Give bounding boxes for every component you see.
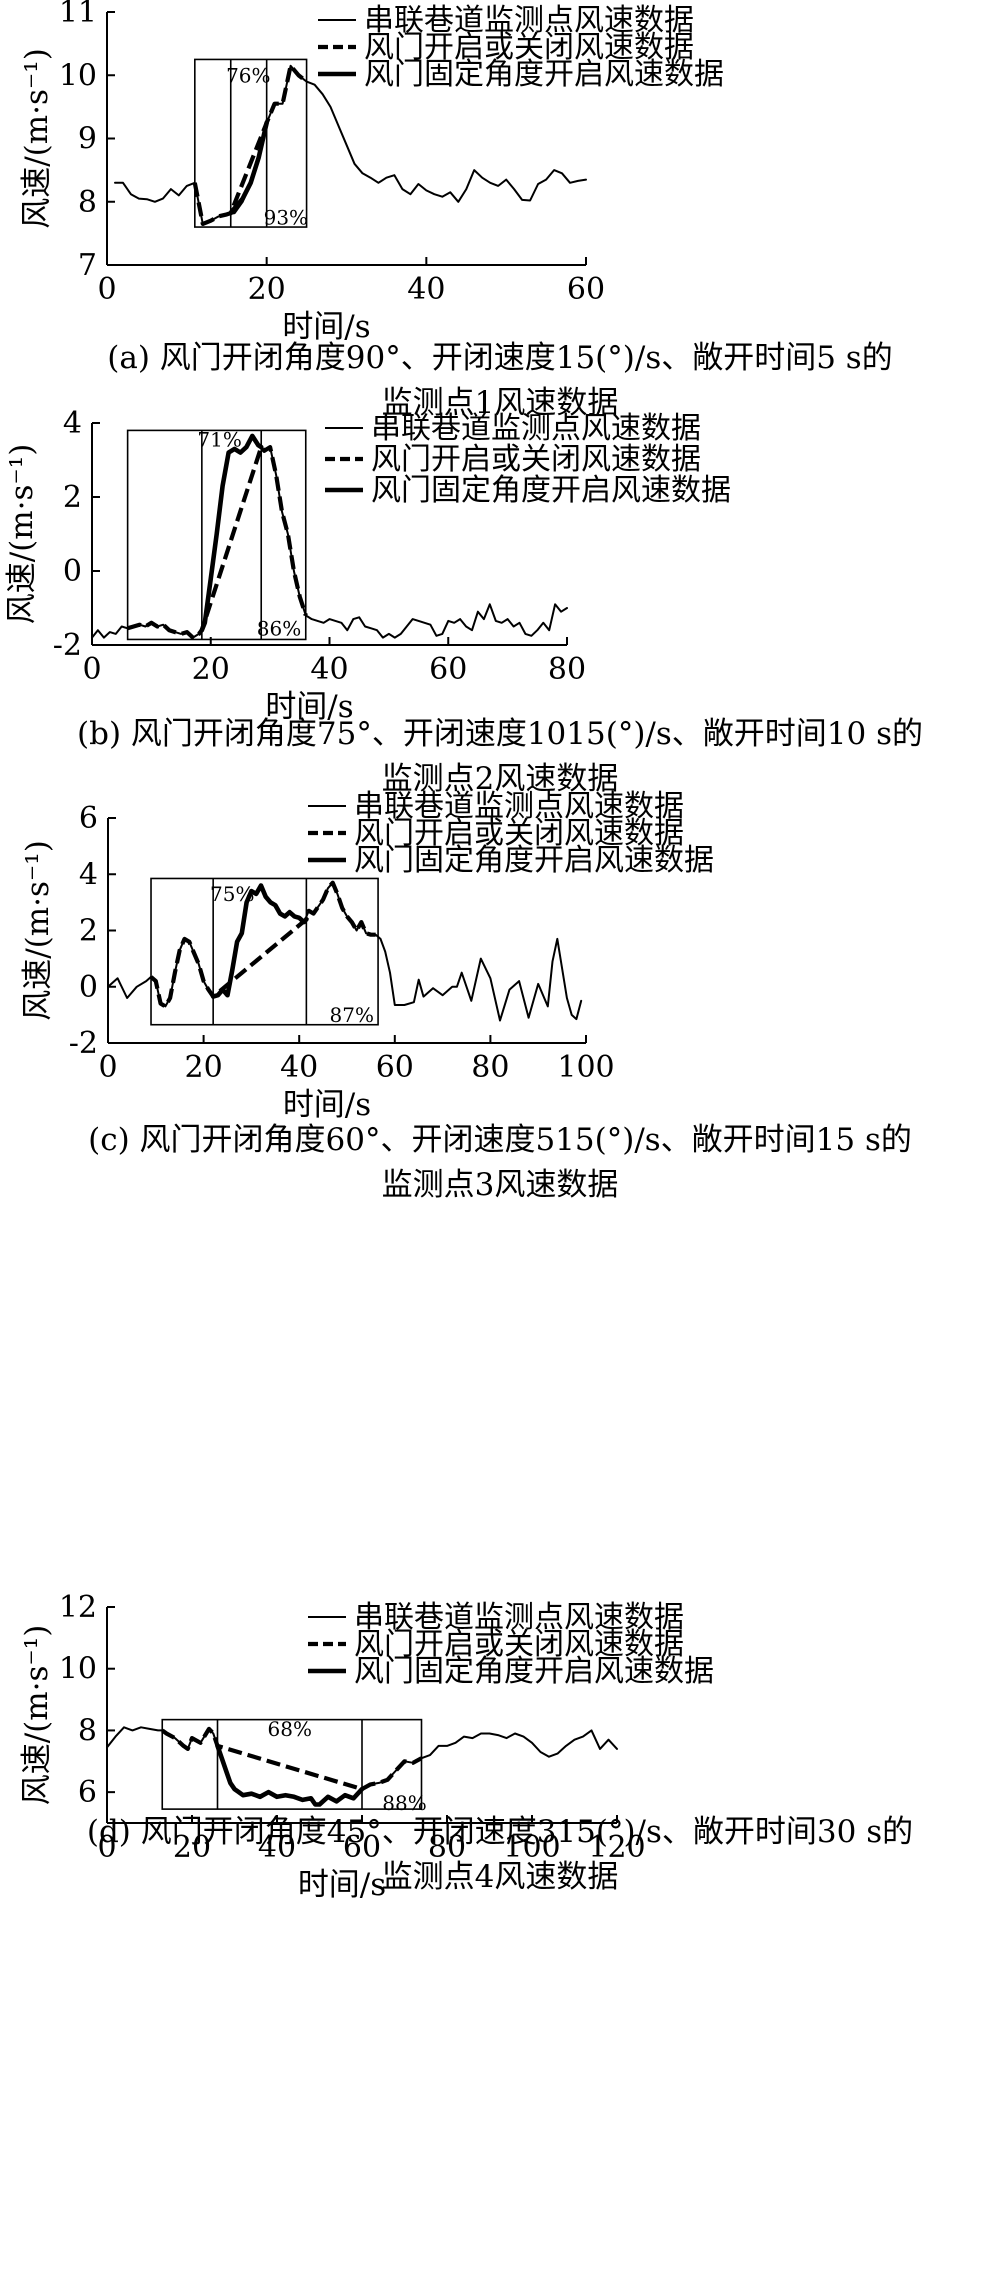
percent-annotation: 86% xyxy=(257,616,301,640)
y-tick-label: 4 xyxy=(79,857,98,892)
series-line-3 xyxy=(228,120,270,216)
x-tick-label: 0 xyxy=(82,652,101,687)
x-tick-label: 20 xyxy=(248,272,286,307)
percent-annotation: 93% xyxy=(264,206,308,230)
x-tick-label: 80 xyxy=(548,652,586,687)
x-axis-title: 时间/s xyxy=(282,309,370,345)
caption-d: (d) 风门开闭角度45°、开闭速度315(°)/s、敞开时间30 s的 监测点… xyxy=(0,1810,1000,1900)
y-tick-label: 11 xyxy=(59,0,97,30)
percent-annotation: 76% xyxy=(226,63,270,87)
x-tick-label: 100 xyxy=(503,1830,560,1865)
y-tick-label: 2 xyxy=(79,914,98,949)
legend-label-1: 串联巷道监测点风速数据 xyxy=(354,1600,684,1635)
x-tick-label: 100 xyxy=(557,1050,614,1085)
series-line-2 xyxy=(126,444,308,640)
caption-b-line2: 监测点2风速数据 xyxy=(381,761,619,797)
y-axis-title: 风速/(m·s⁻¹) xyxy=(4,444,40,625)
stage-box xyxy=(161,1718,423,1810)
series-line-2 xyxy=(149,880,376,1009)
caption-a-line1: (a) 风门开闭角度90°、开闭速度15(°)/s、敞开时间5 s的 xyxy=(107,340,893,376)
y-tick-label: 0 xyxy=(79,970,98,1005)
x-tick-label: 60 xyxy=(376,1050,414,1085)
y-tick-label: 8 xyxy=(78,185,97,220)
caption-c: (c) 风门开闭角度60°、开闭速度515(°)/s、敞开时间15 s的 监测点… xyxy=(0,1118,1000,1208)
legend-label-1: 串联巷道监测点风速数据 xyxy=(364,3,694,38)
x-tick-label: 80 xyxy=(471,1050,509,1085)
y-tick-label: 10 xyxy=(59,58,97,93)
y-tick-label: 8 xyxy=(78,1713,97,1748)
y-tick-label: -2 xyxy=(53,628,82,663)
series-line-2 xyxy=(161,1726,423,1792)
legend-label-2: 风门开启或关闭风速数据 xyxy=(364,30,694,65)
series-line-1 xyxy=(107,881,583,1022)
x-tick-label: 60 xyxy=(429,652,467,687)
stage-box xyxy=(194,58,308,228)
caption-c-line1: (c) 风门开闭角度60°、开闭速度515(°)/s、敞开时间15 s的 xyxy=(88,1122,912,1158)
caption-a-line2: 监测点1风速数据 xyxy=(381,385,619,421)
x-tick-label: 0 xyxy=(98,1050,117,1085)
series-line-2 xyxy=(192,63,308,226)
caption-b: (b) 风门开闭角度75°、开闭速度1015(°)/s、敞开时间10 s的 监测… xyxy=(0,712,1000,802)
y-tick-label: 12 xyxy=(59,1590,97,1625)
x-tick-label: 40 xyxy=(407,272,445,307)
legend-label-1: 串联巷道监测点风速数据 xyxy=(354,789,684,824)
legend-label-2: 风门开启或关闭风速数据 xyxy=(371,442,701,477)
chart-panel-c: 0 20 40 60 80 100 -2 0 2 4 6 时间/s 风速/(m·s⁻¹) 75% 87% 串联… xyxy=(0,789,1000,1370)
caption-d-line2: 监测点4风速数据 xyxy=(381,1859,619,1895)
x-tick-label: 40 xyxy=(310,652,348,687)
x-tick-label: 120 xyxy=(588,1830,645,1865)
chart-panel-a: 0 20 40 60 7 8 9 10 11 时间/s 风速/(m·s⁻¹) 76% 93% 串联巷道监测… xyxy=(0,0,1000,555)
chart-b: 0 20 40 60 80-2024时间/s风速/(m·s⁻¹)71%86%串联巷道监测… xyxy=(4,406,731,725)
chart-d: 0 20 40 60 80 100 120 6 8 10 12 时间/s 风速/(m·s⁻¹) 68% 88… xyxy=(19,1590,714,1903)
x-tick-label: 40 xyxy=(258,1830,296,1865)
x-axis-title: 时间/s xyxy=(298,1867,386,1903)
y-tick-label: 9 xyxy=(78,122,97,157)
series-line-3 xyxy=(210,883,309,999)
legend-label-1: 串联巷道监测点风速数据 xyxy=(371,411,701,446)
y-tick-label: 7 xyxy=(78,248,97,283)
chart-panel-b: 0 20 40 60 80 -2 0 2 4 时间/s 风速/(m·s⁻¹) 71% 86% 串联巷道监测… xyxy=(0,395,1000,975)
x-tick-label: 0 xyxy=(97,272,116,307)
legend-label-3: 风门固定角度开启风速数据 xyxy=(371,473,731,508)
series-line-3 xyxy=(215,1743,365,1807)
percent-annotation: 87% xyxy=(330,1003,374,1027)
stage-box xyxy=(150,877,379,1026)
legend-label-3: 风门固定角度开启风速数据 xyxy=(364,57,724,92)
caption-d-line1: (d) 风门开闭角度45°、开闭速度315(°)/s、敞开时间30 s的 xyxy=(86,1814,914,1850)
x-tick-label: 0 xyxy=(97,1830,116,1865)
x-tick-label: 20 xyxy=(185,1050,223,1085)
chart-panel-d: 0 20 40 60 80 100 120 6 8 10 12 时间/s 风速/(m·s⁻¹) 68% 88… xyxy=(0,1585,1000,2159)
stage-box xyxy=(126,429,307,641)
x-tick-label: 40 xyxy=(280,1050,318,1085)
percent-annotation: 68% xyxy=(268,1717,312,1741)
y-tick-label: 2 xyxy=(63,480,82,515)
y-tick-label: -2 xyxy=(69,1026,98,1061)
y-tick-label: 10 xyxy=(59,1652,97,1687)
chart-a: 0 20 40 60 7 8 9 10 11 时间/s 风速/(m·s⁻¹) 76% 93% 串联巷道监测… xyxy=(19,0,724,345)
legend-label-2: 风门开启或关闭风速数据 xyxy=(354,816,684,851)
y-tick-label: 0 xyxy=(63,554,82,589)
x-tick-label: 20 xyxy=(173,1830,211,1865)
series-line-3 xyxy=(199,433,264,633)
caption-c-line2: 监测点3风速数据 xyxy=(381,1167,619,1203)
caption-b-line1: (b) 风门开闭角度75°、开闭速度1015(°)/s、敞开时间10 s的 xyxy=(77,716,923,752)
legend-label-3: 风门固定角度开启风速数据 xyxy=(354,843,714,878)
caption-a: (a) 风门开闭角度90°、开闭速度15(°)/s、敞开时间5 s的 监测点1风… xyxy=(0,336,1000,426)
y-tick-label: 4 xyxy=(63,406,82,441)
legend-label-3: 风门固定角度开启风速数据 xyxy=(354,1654,714,1689)
y-axis-title: 风速/(m·s⁻¹) xyxy=(20,840,56,1021)
x-tick-label: 60 xyxy=(567,272,605,307)
x-tick-label: 60 xyxy=(343,1830,381,1865)
y-tick-label: 6 xyxy=(79,801,98,836)
y-axis-title: 风速/(m·s⁻¹) xyxy=(19,48,55,229)
x-axis-title: 时间/s xyxy=(265,689,353,725)
x-axis-title: 时间/s xyxy=(283,1087,371,1123)
y-tick-label: 6 xyxy=(78,1775,97,1810)
percent-annotation: 88% xyxy=(382,1791,426,1815)
x-tick-label: 80 xyxy=(428,1830,466,1865)
legend-label-2: 风门开启或关闭风速数据 xyxy=(354,1627,684,1662)
y-axis-title: 风速/(m·s⁻¹) xyxy=(19,1625,55,1806)
x-tick-label: 20 xyxy=(192,652,230,687)
